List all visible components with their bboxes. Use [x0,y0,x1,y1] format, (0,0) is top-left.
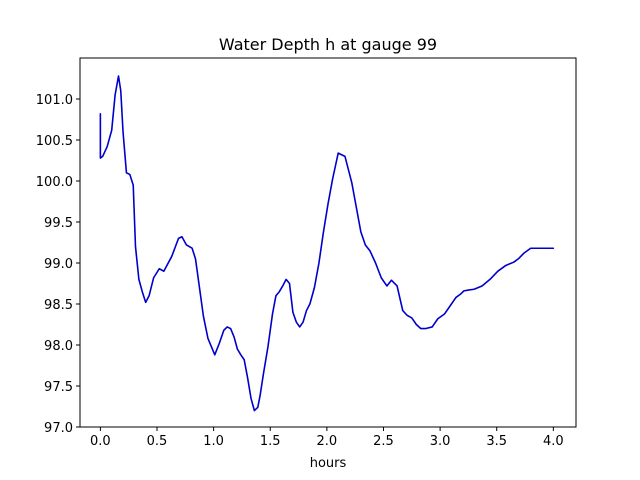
y-tick-label: 97.0 [44,421,73,436]
series-line-0 [99,75,555,412]
y-tick-label: 100.0 [36,175,73,190]
y-tick-label: 99.5 [44,216,73,231]
axes: 0.0 0.5 1.0 1.5 2.0 2.5 3.0 3.5 4.0 97.0 97.5 98.0 9… [36,57,577,449]
x-tick-label: 1.0 [203,434,224,449]
x-tick-label: 4.0 [543,434,564,449]
plot-area [99,75,555,412]
x-tick-label: 2.0 [317,434,338,449]
y-tick-label: 98.5 [44,298,73,313]
chart-title: Water Depth h at gauge 99 [219,35,437,54]
y-tick-label: 97.5 [44,380,73,395]
y-tick-label: 98.0 [44,339,73,354]
x-tick-label: 0.5 [147,434,168,449]
x-tick-label: 2.5 [373,434,394,449]
x-tick-label: 3.0 [430,434,451,449]
plot-frame [79,57,577,428]
x-tick-label: 1.5 [260,434,281,449]
y-tick-label: 100.5 [36,134,73,149]
y-tick-label: 99.0 [44,257,73,272]
y-tick-label: 101.0 [36,93,73,108]
x-tick-label: 3.5 [486,434,507,449]
x-tick-label: 0.0 [90,434,111,449]
x-axis-label: hours [310,456,347,471]
